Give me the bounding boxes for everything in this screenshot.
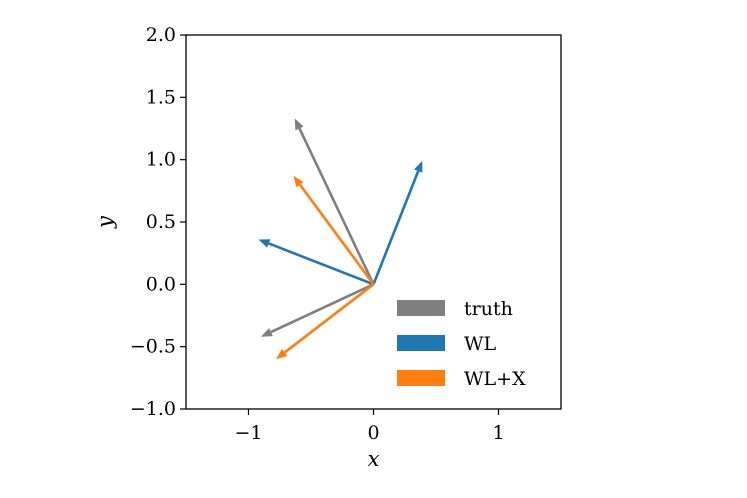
arrow-head	[294, 118, 304, 131]
y-tick-label: 1.5	[146, 86, 176, 108]
arrow-head	[414, 160, 423, 173]
x-axis-label: x	[368, 447, 380, 471]
vector-arrow-wl-x	[293, 175, 375, 286]
plot-area-frame	[185, 34, 562, 410]
arrow-head	[261, 327, 273, 337]
arrow-shaft	[372, 170, 420, 285]
y-axis-label: y	[93, 215, 117, 229]
arrow-shaft	[270, 283, 375, 334]
legend-swatch-wl-x	[397, 370, 445, 386]
arrow-shaft	[298, 127, 375, 285]
x-tick-label: 0	[367, 422, 379, 444]
y-tick-label: 0.0	[146, 273, 176, 295]
vector-arrow-truth	[294, 118, 375, 285]
legend-swatch-truth	[397, 300, 445, 316]
legend-swatch-wl	[397, 335, 445, 351]
y-tick-label: 2.0	[146, 24, 176, 46]
vector-arrow-wl	[258, 239, 374, 286]
legend-label: WL+X	[464, 368, 526, 390]
vector-arrow-wl-x	[276, 283, 375, 360]
vector-arrows	[258, 118, 423, 360]
y-tick-label: 0.5	[146, 211, 176, 233]
arrow-head	[276, 348, 288, 360]
x-tick-label: 1	[492, 422, 504, 444]
arrow-head	[258, 239, 271, 248]
vector-arrow-truth	[261, 283, 375, 337]
x-tick-label: −1	[234, 422, 262, 444]
arrow-shaft	[283, 283, 375, 354]
y-tick-label: −1.0	[130, 398, 176, 420]
legend: truth WL WL+X	[397, 298, 526, 390]
arrow-shaft	[298, 183, 375, 286]
vector-arrow-wl	[372, 160, 423, 285]
y-tick-label: −0.5	[130, 336, 176, 358]
y-tick-label: 1.0	[146, 149, 176, 171]
arrow-head	[293, 175, 304, 188]
legend-label: truth	[464, 298, 513, 320]
arrow-shaft	[268, 242, 374, 286]
legend-label: WL	[464, 333, 497, 355]
axis-ticks: −1 0 1 −1.0 −0.5 0.0 0.5 1.0 1.5 2.0	[130, 24, 505, 444]
